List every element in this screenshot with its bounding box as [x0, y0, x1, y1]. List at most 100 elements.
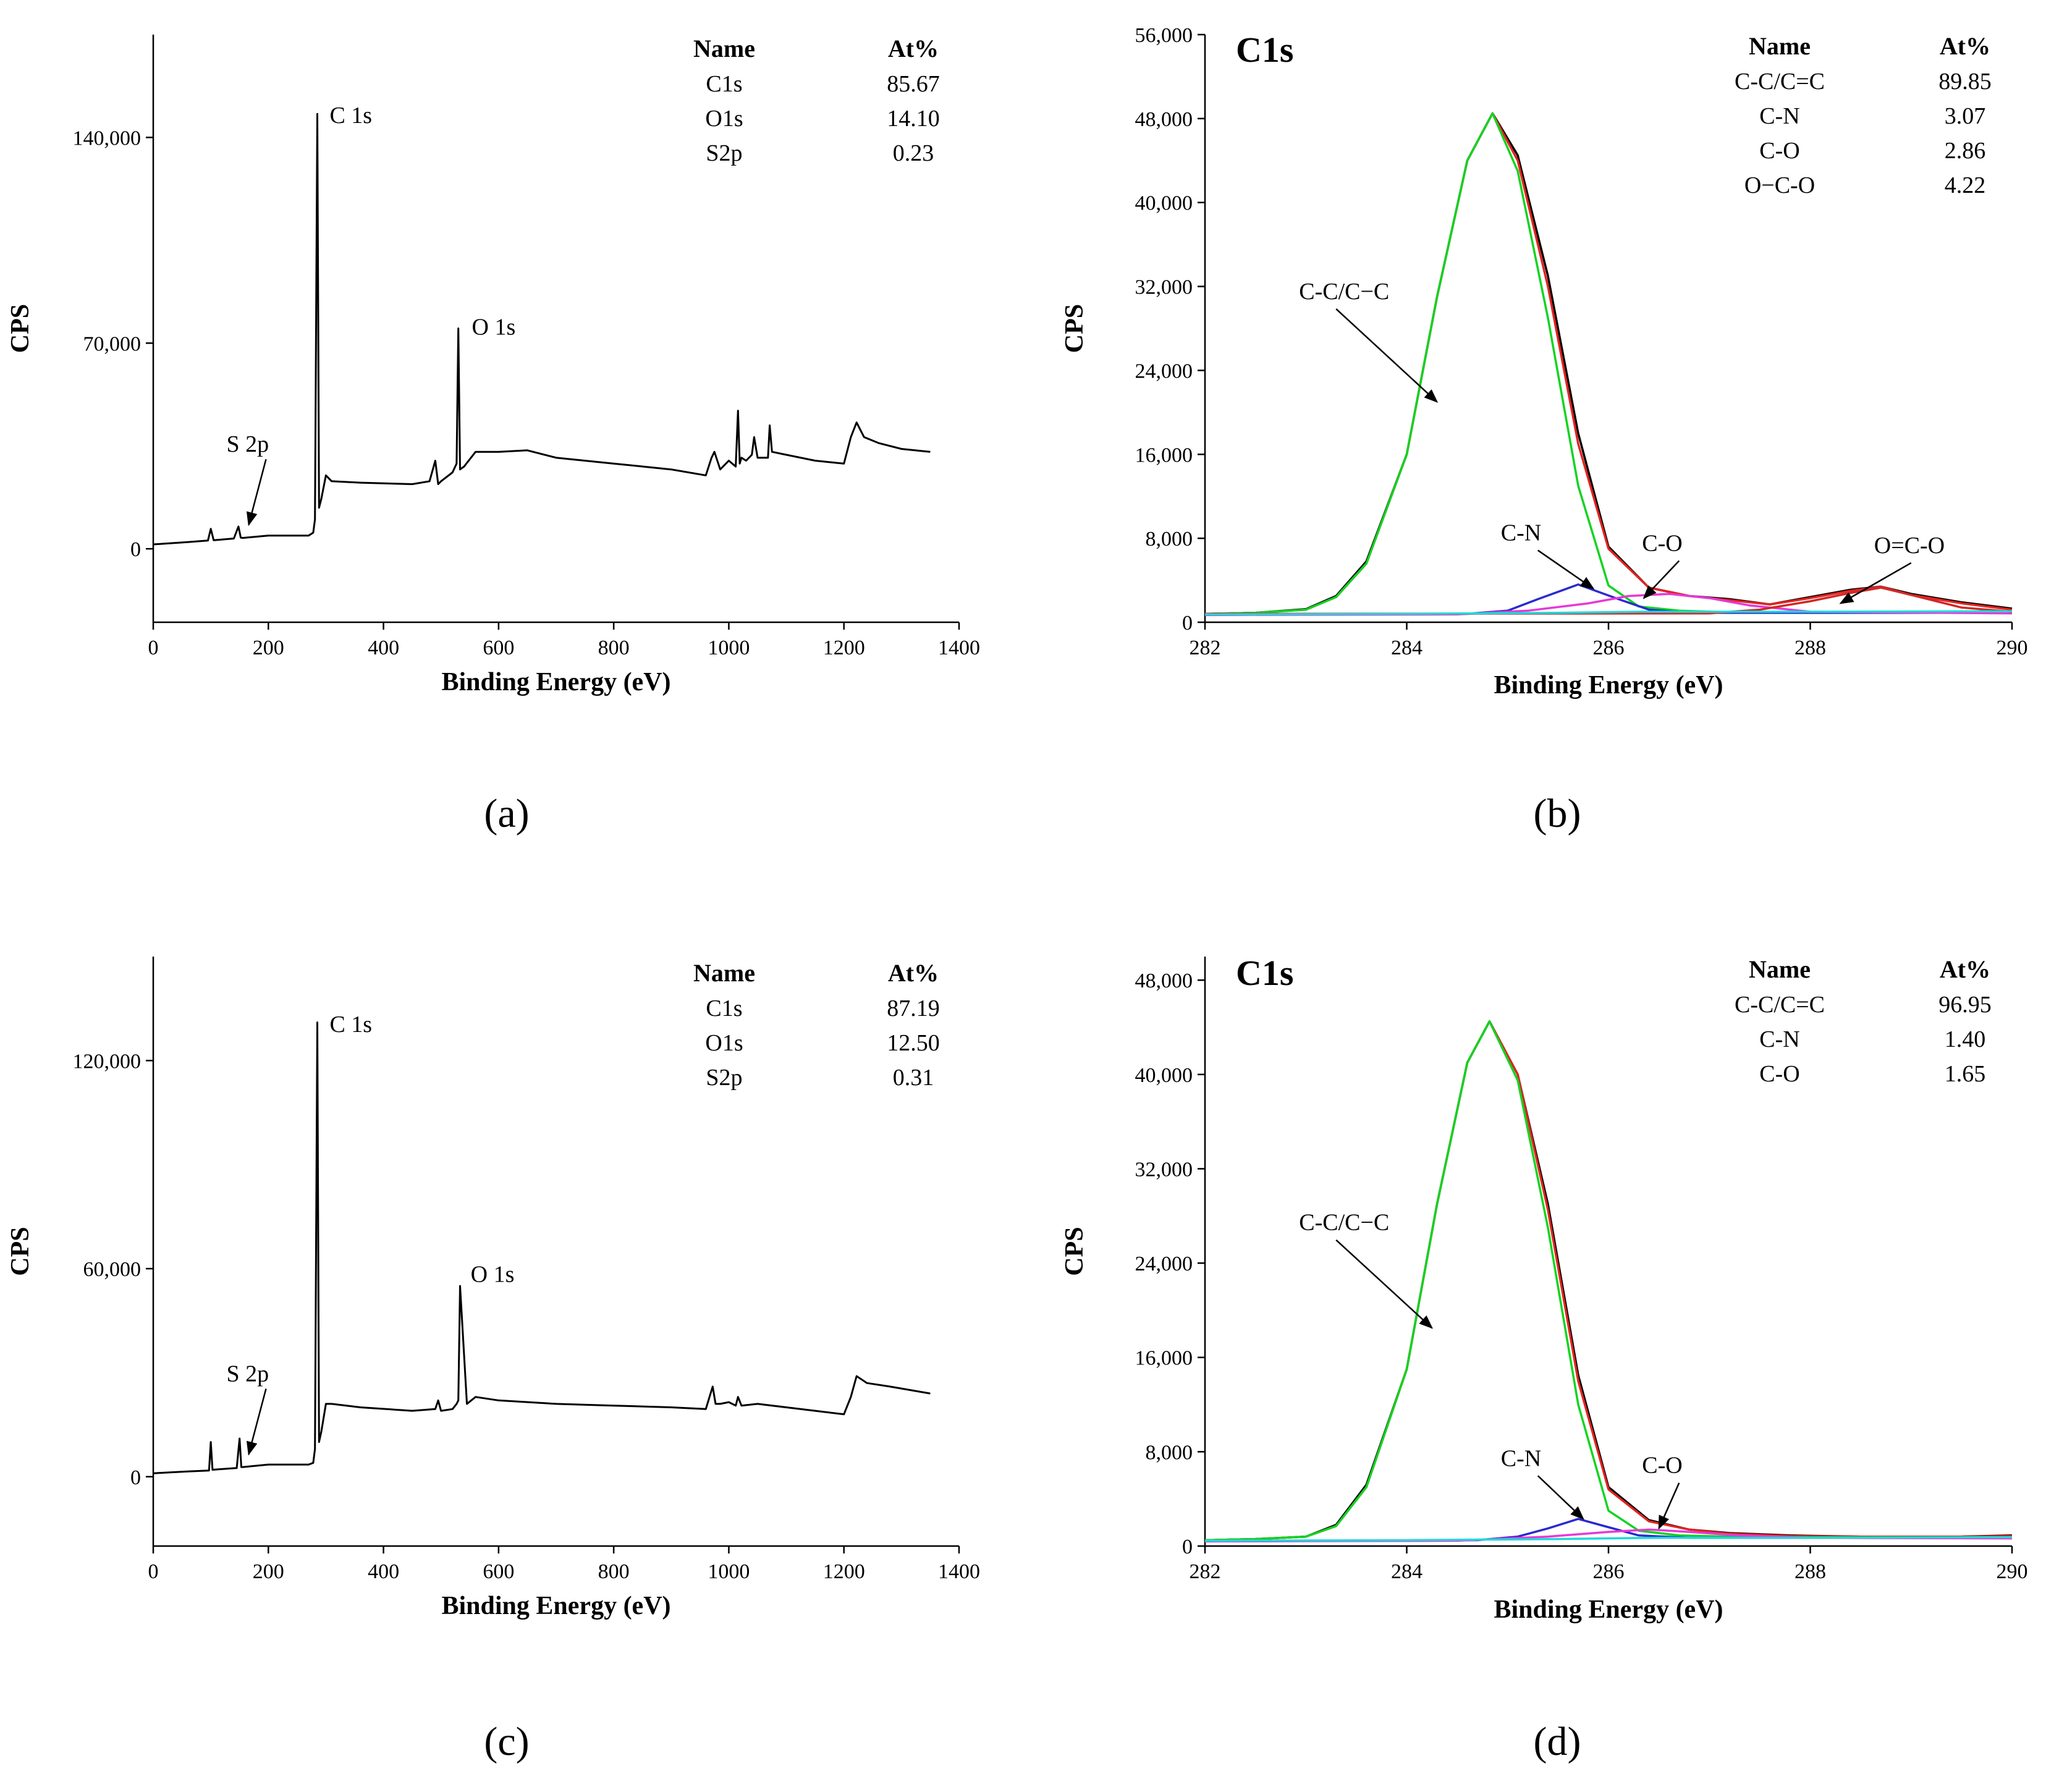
x-tick-label: 1400: [938, 636, 980, 659]
y-tick-label: 56,000: [1135, 24, 1193, 47]
series-line-background: [1204, 1536, 2013, 1542]
table-cell-at: 1.65: [1945, 1061, 1986, 1087]
y-tick-label: 16,000: [1135, 1347, 1193, 1370]
x-axis-label: Binding Energy (eV): [441, 1592, 670, 1620]
panel-label: (a): [484, 791, 529, 836]
panel-label: (c): [484, 1719, 529, 1764]
y-axis-label: CPS: [6, 1227, 35, 1275]
component-arrow: [1537, 549, 1595, 590]
peak-label: C 1s: [329, 103, 372, 129]
component-label: C-C/C−C: [1299, 1210, 1389, 1236]
y-tick-label: 0: [130, 538, 141, 561]
chart-c: 0 200 400 600 800 1000 1200 1400 0 60,000 120,000 B…: [6, 957, 980, 1764]
y-tick-label: 24,000: [1135, 1253, 1193, 1275]
x-tick-label: 288: [1794, 636, 1826, 659]
x-tick-label: 1400: [938, 1560, 980, 1583]
x-tick-label: 800: [598, 636, 630, 659]
x-tick-label: 400: [368, 1560, 399, 1583]
x-tick-label: 290: [1997, 636, 2028, 659]
y-tick-label: 32,000: [1135, 276, 1193, 299]
component-label: C-C/C−C: [1299, 279, 1389, 305]
table-cell-at: 12.50: [887, 1030, 940, 1056]
peak-label: O 1s: [471, 1261, 515, 1287]
y-tick-label: 0: [130, 1466, 141, 1489]
x-axis-label: Binding Energy (eV): [441, 668, 670, 696]
series-line-survey: [153, 112, 931, 546]
y-tick-label: 0: [1182, 1536, 1193, 1558]
y-axis-label: CPS: [1060, 1227, 1089, 1275]
table-cell-name: C1s: [706, 995, 742, 1021]
x-tick-label: 1200: [823, 1560, 865, 1583]
peak-arrow: [246, 459, 267, 526]
table-cell-name: S2p: [706, 1065, 742, 1091]
table-header-at: At%: [888, 35, 939, 62]
x-tick-label: 282: [1190, 1560, 1221, 1583]
y-tick-label: 32,000: [1135, 1158, 1193, 1181]
series-line-background: [1204, 610, 2013, 616]
x-tick-label: 200: [253, 636, 284, 659]
table-cell-at: 3.07: [1945, 103, 1986, 129]
x-tick-label: 282: [1190, 636, 1221, 659]
y-tick-label: 48,000: [1135, 108, 1193, 131]
chart-title: C1s: [1236, 30, 1293, 70]
series-line-experimental: [1204, 1020, 2013, 1542]
peak-label: C 1s: [329, 1012, 372, 1038]
x-tick-label: 288: [1794, 1560, 1826, 1583]
y-axis-label: CPS: [6, 304, 35, 353]
y-tick-label: 40,000: [1135, 1064, 1193, 1087]
table-cell-at: 0.23: [893, 140, 934, 166]
chart-b: 282 284 286 288 290 0 8,000 16,000 24,000 32,000 4…: [1060, 24, 2028, 836]
table-cell-name: C-N: [1759, 1026, 1799, 1052]
table-cell-name: C1s: [706, 71, 742, 97]
table-cell-name: C-C/C=C: [1735, 69, 1825, 95]
y-tick-label: 0: [1182, 612, 1193, 635]
chart-title: C1s: [1236, 953, 1293, 993]
component-arrow: [1335, 308, 1439, 403]
table-header-at: At%: [1940, 955, 1990, 983]
x-tick-label: 1200: [823, 636, 865, 659]
x-tick-label: 200: [253, 1560, 284, 1583]
x-tick-label: 400: [368, 636, 399, 659]
x-tick-label: 1000: [708, 636, 750, 659]
peak-label: O 1s: [472, 315, 516, 340]
table-cell-at: 85.67: [887, 71, 940, 97]
panel-label: (d): [1534, 1719, 1581, 1764]
x-axis-label: Binding Energy (eV): [1494, 671, 1723, 699]
table-header-name: Name: [693, 35, 755, 62]
y-tick-label: 16,000: [1135, 444, 1193, 467]
table-header-name: Name: [693, 959, 755, 987]
peak-arrow: [246, 1388, 267, 1456]
table-cell-at: 89.85: [1938, 69, 1992, 95]
table-cell-name: C-N: [1759, 103, 1799, 129]
y-tick-label: 24,000: [1135, 360, 1193, 382]
component-arrow: [1642, 560, 1680, 599]
y-axis-label: CPS: [1060, 304, 1089, 353]
component-label: C-N: [1501, 1445, 1541, 1471]
table-cell-at: 96.95: [1938, 992, 1992, 1018]
table-cell-at: 0.31: [893, 1065, 934, 1091]
series-line-envelope: [1204, 1020, 2013, 1542]
y-tick-label: 140,000: [73, 127, 142, 150]
table-cell-at: 14.10: [887, 106, 940, 132]
table-cell-at: 1.40: [1945, 1026, 1986, 1052]
table-cell-name: O1s: [705, 106, 743, 132]
y-tick-label: 8,000: [1146, 528, 1193, 551]
y-tick-label: 8,000: [1146, 1441, 1193, 1464]
peak-label: S 2p: [226, 431, 269, 457]
table-cell-name: C-O: [1759, 1061, 1799, 1087]
x-tick-label: 1000: [708, 1560, 750, 1583]
x-tick-label: 0: [148, 636, 159, 659]
x-tick-label: 286: [1593, 636, 1625, 659]
table-cell-at: 2.86: [1945, 138, 1986, 164]
chart-d: 282 284 286 288 290 0 8,000 16,000 24,000 32,000 4…: [1060, 953, 2028, 1764]
table-header-name: Name: [1749, 32, 1811, 60]
y-tick-label: 60,000: [83, 1258, 142, 1281]
table-cell-at: 4.22: [1945, 172, 1986, 198]
component-arrow: [1537, 1475, 1584, 1520]
table-header-at: At%: [1940, 32, 1990, 60]
table-cell-name: S2p: [706, 140, 742, 166]
component-arrow: [1658, 1482, 1680, 1530]
chart-a: 0 200 400 600 800 1000 1200 1400 0 70,000 140,000 B…: [6, 35, 980, 836]
table-header-at: At%: [888, 959, 939, 987]
